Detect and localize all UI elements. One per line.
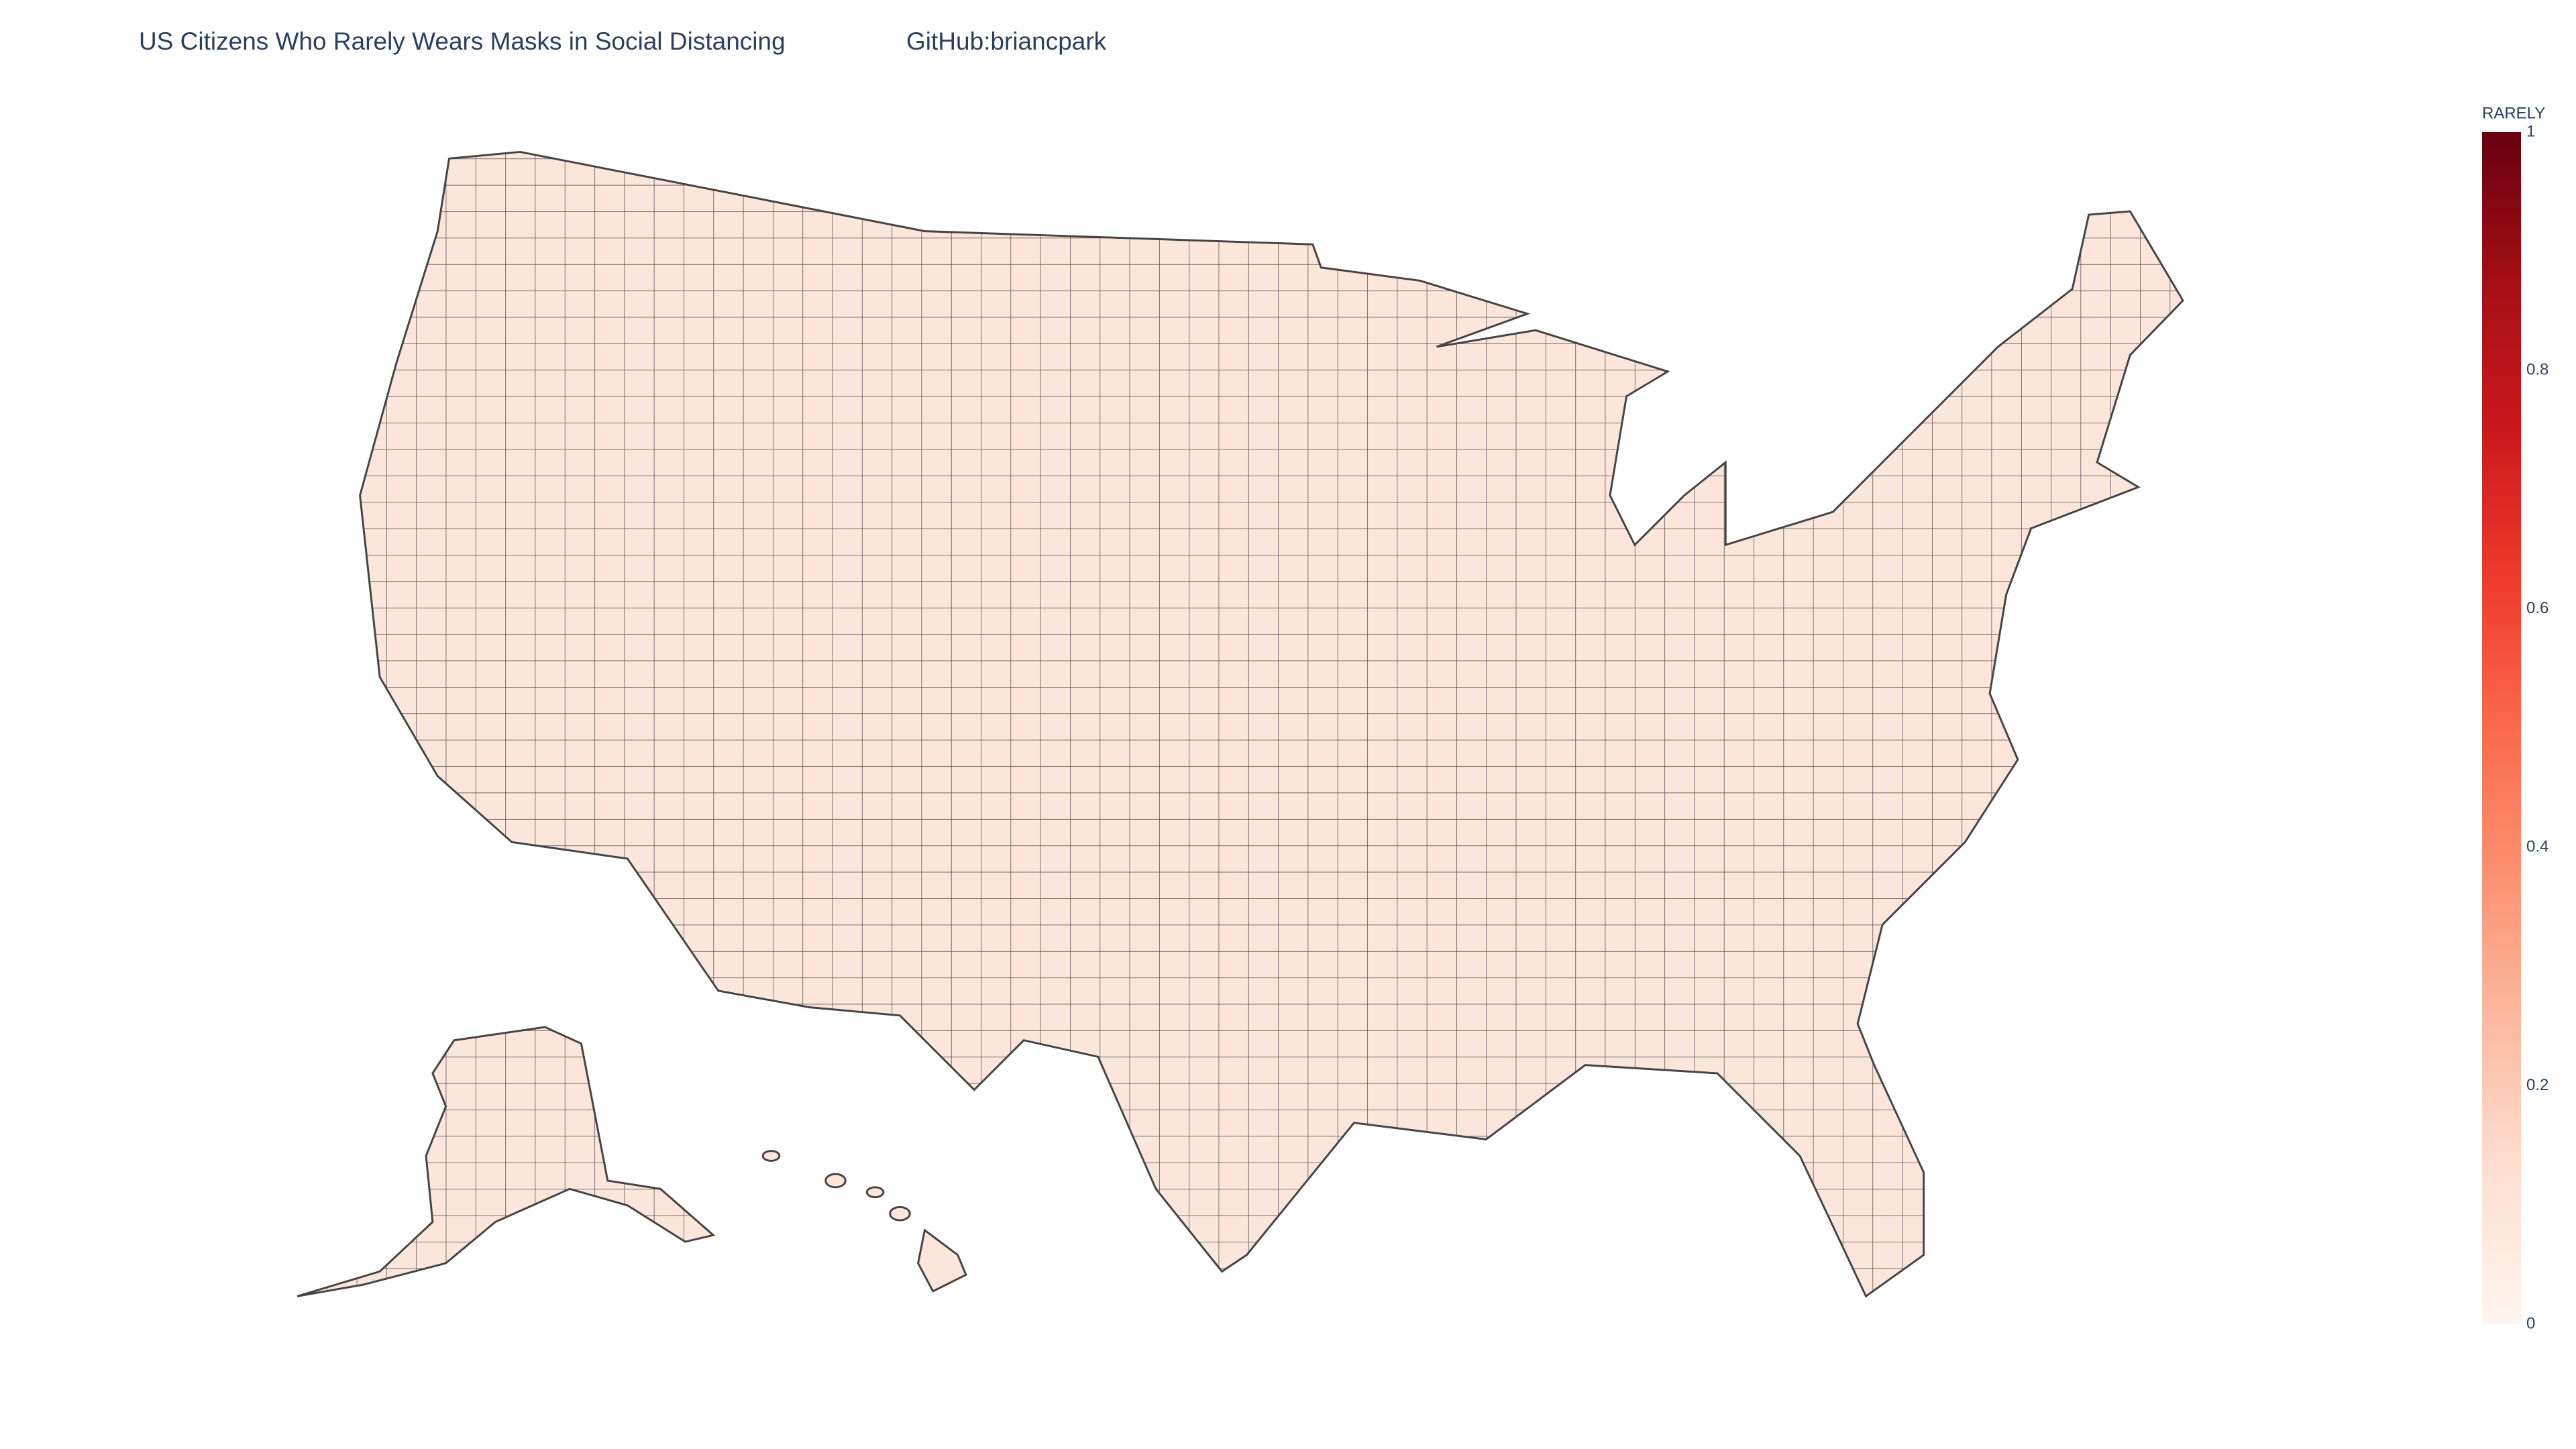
map bbox=[297, 150, 2184, 1298]
chart-subtitle: GitHub:briancpark bbox=[906, 28, 1107, 55]
colorbar-tick-label: 1 bbox=[2526, 122, 2535, 140]
colorbar-tick-label: 0.4 bbox=[2526, 838, 2548, 856]
alaska bbox=[297, 1026, 716, 1297]
colorbar-tick-label: 0 bbox=[2526, 1314, 2535, 1332]
colorbar-tick-label: 0.8 bbox=[2526, 361, 2548, 379]
contiguous-us bbox=[359, 150, 2184, 1298]
colorbar-scale bbox=[2482, 132, 2521, 1324]
hawaii bbox=[761, 1150, 967, 1293]
colorbar-tick-label: 0.2 bbox=[2526, 1076, 2548, 1094]
colorbar-tick-label: 0.6 bbox=[2526, 599, 2548, 617]
colorbar: RARELY 0 0.2 0.4 0.6 0.8 1 bbox=[2482, 104, 2548, 1332]
chart-title: US Citizens Who Rarely Wears Masks in So… bbox=[139, 28, 786, 55]
colorbar-title: RARELY bbox=[2482, 104, 2545, 122]
